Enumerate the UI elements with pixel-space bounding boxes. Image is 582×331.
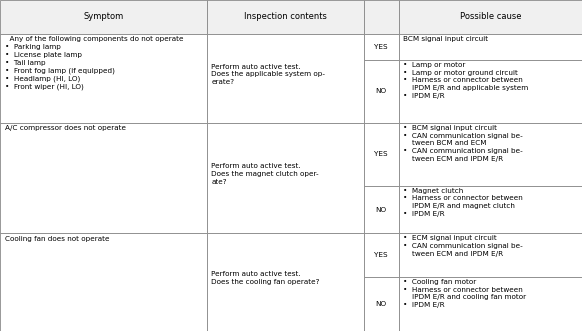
- Text: •  Lamp or motor
•  Lamp or motor ground circuit
•  Harness or connector between: • Lamp or motor • Lamp or motor ground c…: [403, 62, 528, 99]
- Bar: [364, 233, 399, 277]
- Text: Any of the following components do not operate
•  Parking lamp
•  License plate : Any of the following components do not o…: [5, 36, 183, 90]
- Text: Perform auto active test.
Does the magnet clutch oper-
ate?: Perform auto active test. Does the magne…: [211, 164, 319, 185]
- Text: •  Cooling fan motor
•  Harness or connector between
    IPDM E/R and cooling fa: • Cooling fan motor • Harness or connect…: [403, 279, 527, 308]
- Bar: [0, 34, 207, 123]
- Bar: [364, 186, 399, 233]
- Text: Inspection contents: Inspection contents: [244, 13, 327, 22]
- Text: YES: YES: [374, 252, 388, 258]
- Bar: [364, 60, 399, 123]
- Text: NO: NO: [375, 301, 387, 307]
- Bar: [399, 123, 582, 186]
- Text: NO: NO: [375, 207, 387, 213]
- Bar: [207, 123, 364, 233]
- Bar: [399, 34, 582, 60]
- Text: •  BCM signal input circuit
•  CAN communication signal be-
    tween BCM and EC: • BCM signal input circuit • CAN communi…: [403, 125, 523, 162]
- Text: Perform auto active test.
Does the cooling fan operate?: Perform auto active test. Does the cooli…: [211, 271, 320, 285]
- Bar: [0, 123, 207, 233]
- Bar: [207, 0, 364, 34]
- Text: Possible cause: Possible cause: [460, 13, 521, 22]
- Bar: [207, 233, 364, 331]
- Text: Cooling fan does not operate: Cooling fan does not operate: [5, 236, 109, 242]
- Bar: [364, 0, 399, 34]
- Text: BCM signal input circuit: BCM signal input circuit: [403, 36, 488, 42]
- Bar: [364, 123, 399, 186]
- Bar: [399, 0, 582, 34]
- Bar: [0, 0, 207, 34]
- Text: NO: NO: [375, 88, 387, 94]
- Bar: [364, 34, 399, 60]
- Text: Perform auto active test.
Does the applicable system op-
erate?: Perform auto active test. Does the appli…: [211, 64, 325, 85]
- Bar: [364, 277, 399, 331]
- Bar: [399, 233, 582, 277]
- Bar: [399, 60, 582, 123]
- Text: A/C compressor does not operate: A/C compressor does not operate: [5, 125, 126, 131]
- Bar: [207, 34, 364, 123]
- Bar: [399, 186, 582, 233]
- Bar: [399, 277, 582, 331]
- Text: •  Magnet clutch
•  Harness or connector between
    IPDM E/R and magnet clutch
: • Magnet clutch • Harness or connector b…: [403, 188, 523, 217]
- Text: •  ECM signal input circuit
•  CAN communication signal be-
    tween ECM and IP: • ECM signal input circuit • CAN communi…: [403, 235, 523, 257]
- Text: YES: YES: [374, 44, 388, 50]
- Text: YES: YES: [374, 151, 388, 157]
- Text: Symptom: Symptom: [83, 13, 123, 22]
- Bar: [0, 233, 207, 331]
